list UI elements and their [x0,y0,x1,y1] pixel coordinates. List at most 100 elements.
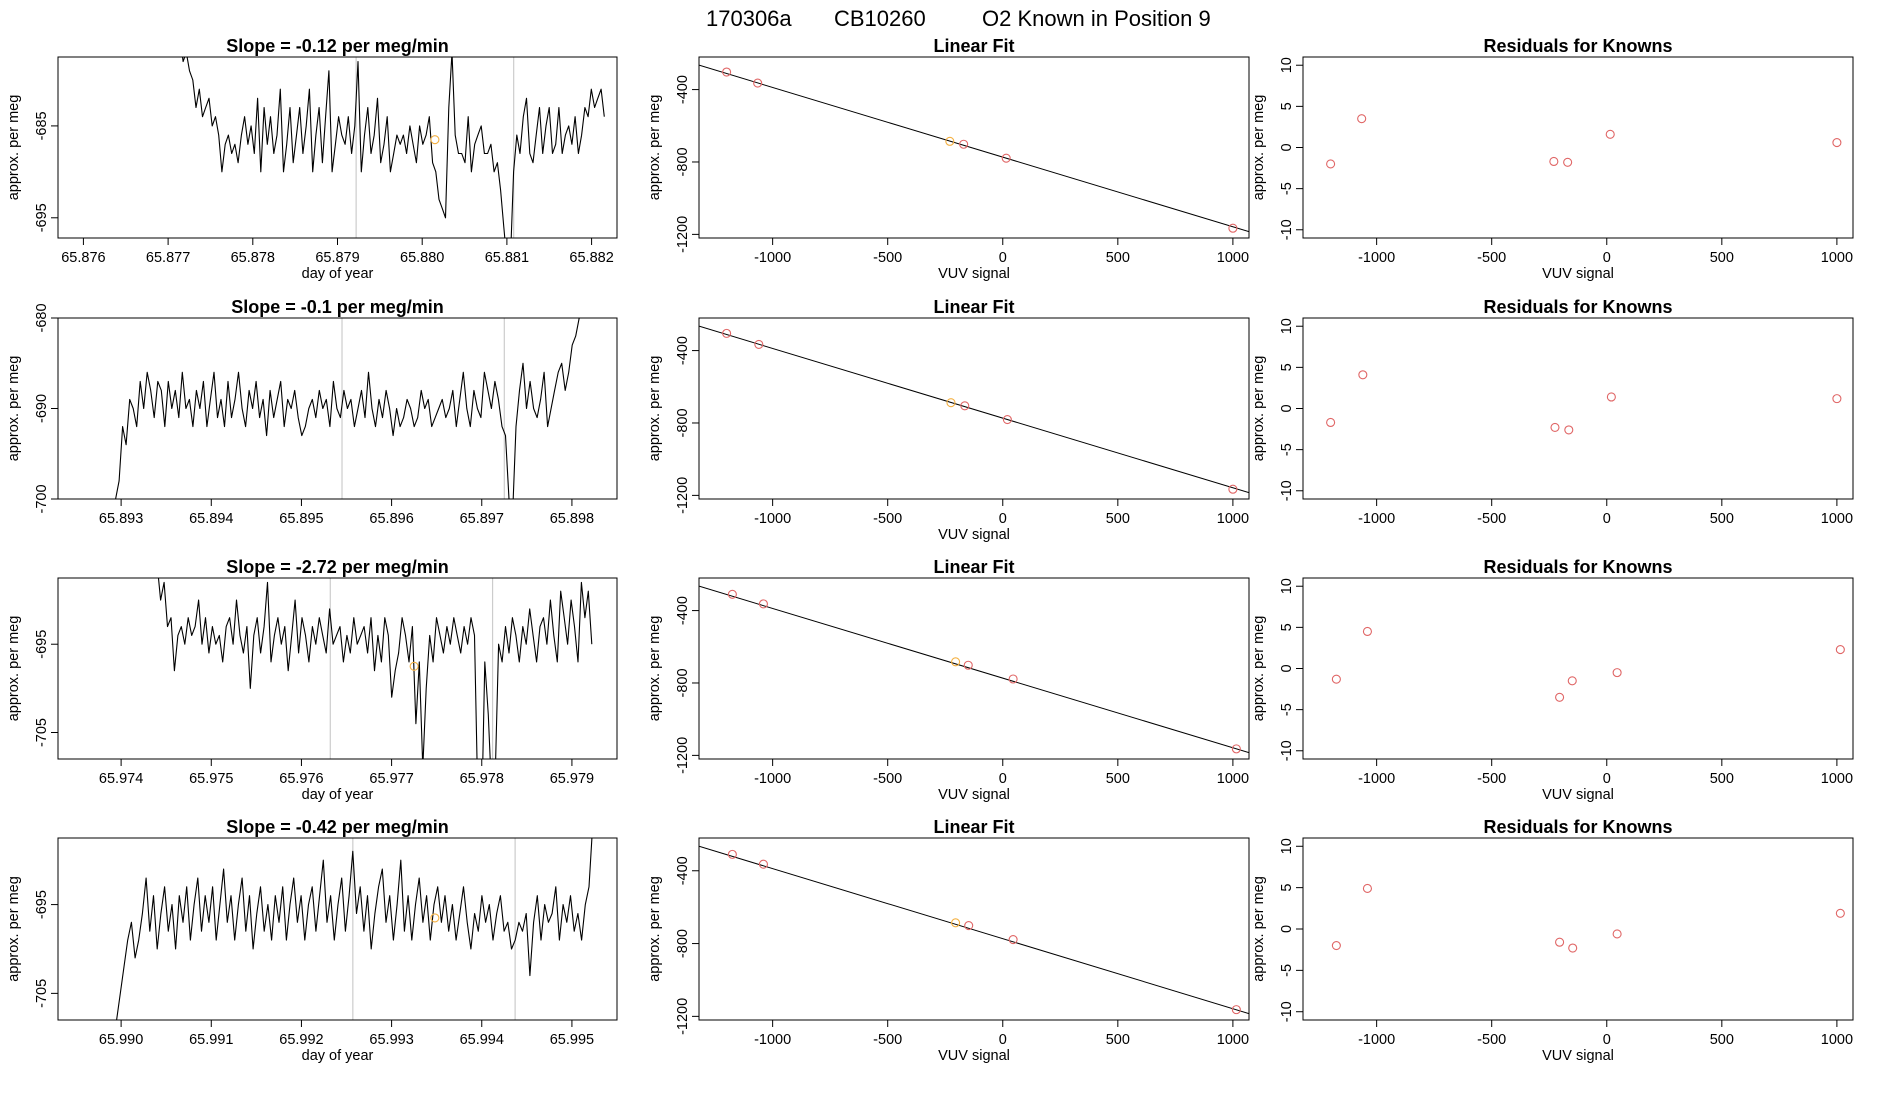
x-axis-label: day of year [302,266,374,282]
data-point [1228,484,1238,494]
y-tick-label: -5 [1279,443,1295,456]
plot-frame [57,577,618,760]
x-tick-label: 65.880 [400,250,444,266]
data-point [722,67,732,77]
x-axis: -1000 -500 0 500 1000 VUV signal [754,499,1249,543]
x-tick-label: -500 [873,771,902,787]
figure-suptitle: 170306a CB10260 O2 Known in Position 9 [706,6,1211,31]
data-point [959,139,969,149]
x-axis: -1000 -500 0 500 1000 [1358,499,1853,527]
x-tick-label: 1000 [1217,250,1249,266]
plot-frame [1302,837,1854,1021]
x-axis: -1000 -500 0 500 1000 VUV signal [754,238,1249,282]
data-point [1612,929,1622,939]
data-point [1563,157,1573,167]
x-axis: -1000 -500 0 500 1000 VUV signal [1358,238,1853,282]
panel-title: Linear Fit [933,297,1014,317]
y-tick-label: 10 [1279,57,1295,73]
x-tick-label: 65.897 [460,511,504,527]
x-tick-label: 1000 [1217,1032,1249,1048]
plot-area [1331,626,1845,702]
data-point [1835,908,1845,918]
y-tick-label: 5 [1279,623,1295,631]
panel-title: Residuals for Knowns [1483,36,1672,56]
y-axis-label: approx. per meg [1251,356,1267,462]
data-point [1555,937,1565,947]
x-tick-label: -1000 [754,1032,791,1048]
data-point [1008,674,1018,684]
data-point [1326,417,1336,428]
x-axis: 65.974 65.975 65.976 65.977 65.978 65.979 day … [99,759,594,803]
x-tick-label: 65.893 [99,511,143,527]
plot-area [699,585,1249,754]
x-axis: -1000 -500 0 500 1000 VUV signal [754,1020,1249,1064]
y-tick-label: 5 [1279,884,1295,892]
data-point [1331,674,1341,684]
y-tick-label: -800 [675,668,691,697]
x-axis-label: VUV signal [938,266,1010,282]
y-axis-label: approx. per meg [6,876,22,982]
x-axis: 65.893 65.894 65.895 65.896 65.897 65.898 [99,499,594,527]
plot-area [115,318,580,499]
data-point [1002,414,1012,425]
y-axis-label: approx. per meg [647,876,663,982]
y-axis: -400 -800 -1200 approx. per meg [647,856,699,1035]
data-point [1835,645,1845,655]
x-tick-label: -500 [873,1032,902,1048]
y-tick-label: 5 [1279,363,1295,371]
fit-line [699,585,1249,754]
y-tick-label: -10 [1279,1001,1295,1022]
plot-frame [698,837,1250,1021]
data-point [758,859,768,869]
plot-frame [57,56,618,239]
y-tick-label: -10 [1279,219,1295,240]
data-point [1612,668,1622,678]
panel-title: Slope = -0.12 per meg/min [226,36,449,56]
plot-area [699,845,1249,1015]
x-axis-label: VUV signal [938,1048,1010,1064]
data-point [727,589,737,599]
y-axis-label: approx. per meg [1251,95,1267,201]
highlight-point [409,661,419,671]
data-point [1549,156,1559,167]
suptitle-tank: CB10260 [834,6,926,31]
plot-frame [57,837,618,1021]
plot-area [1331,883,1845,953]
x-tick-label: 65.991 [189,1032,233,1048]
x-tick-label: 1000 [1821,250,1853,266]
y-tick-label: -700 [34,484,50,513]
y-tick-label: -400 [675,596,691,625]
x-tick-label: 65.898 [550,511,594,527]
data-point [1331,940,1341,951]
suptitle-run-id: 170306a [706,6,792,31]
x-tick-label: 0 [999,511,1007,527]
x-tick-label: -1000 [754,511,791,527]
x-tick-label: 65.993 [369,1032,413,1048]
x-tick-label: 65.895 [279,511,323,527]
y-axis: -685 -695 approx. per meg [6,95,58,232]
x-tick-label: -1000 [754,250,791,266]
data-point [753,78,763,88]
plot-frame [698,317,1250,500]
panel-title: Slope = -0.1 per meg/min [231,297,444,317]
panel-title: Residuals for Knowns [1483,557,1672,577]
y-tick-label: -800 [675,929,691,958]
x-tick-label: -500 [1477,1032,1506,1048]
fit-line [699,845,1249,1015]
x-tick-label: 65.879 [315,250,359,266]
x-tick-label: -500 [873,511,902,527]
x-axis-label: VUV signal [1542,787,1614,803]
plot-area [1326,114,1842,169]
data-point [1832,394,1842,404]
y-tick-label: -10 [1279,740,1295,761]
x-axis: -1000 -500 0 500 1000 VUV signal [1358,759,1853,803]
x-axis-label: day of year [302,1048,374,1064]
x-tick-label: -1000 [1358,250,1395,266]
y-axis-label: approx. per meg [6,95,22,201]
data-point [1326,159,1336,169]
data-point [727,849,737,859]
fit-line [699,64,1249,233]
plot-frame [698,56,1250,239]
